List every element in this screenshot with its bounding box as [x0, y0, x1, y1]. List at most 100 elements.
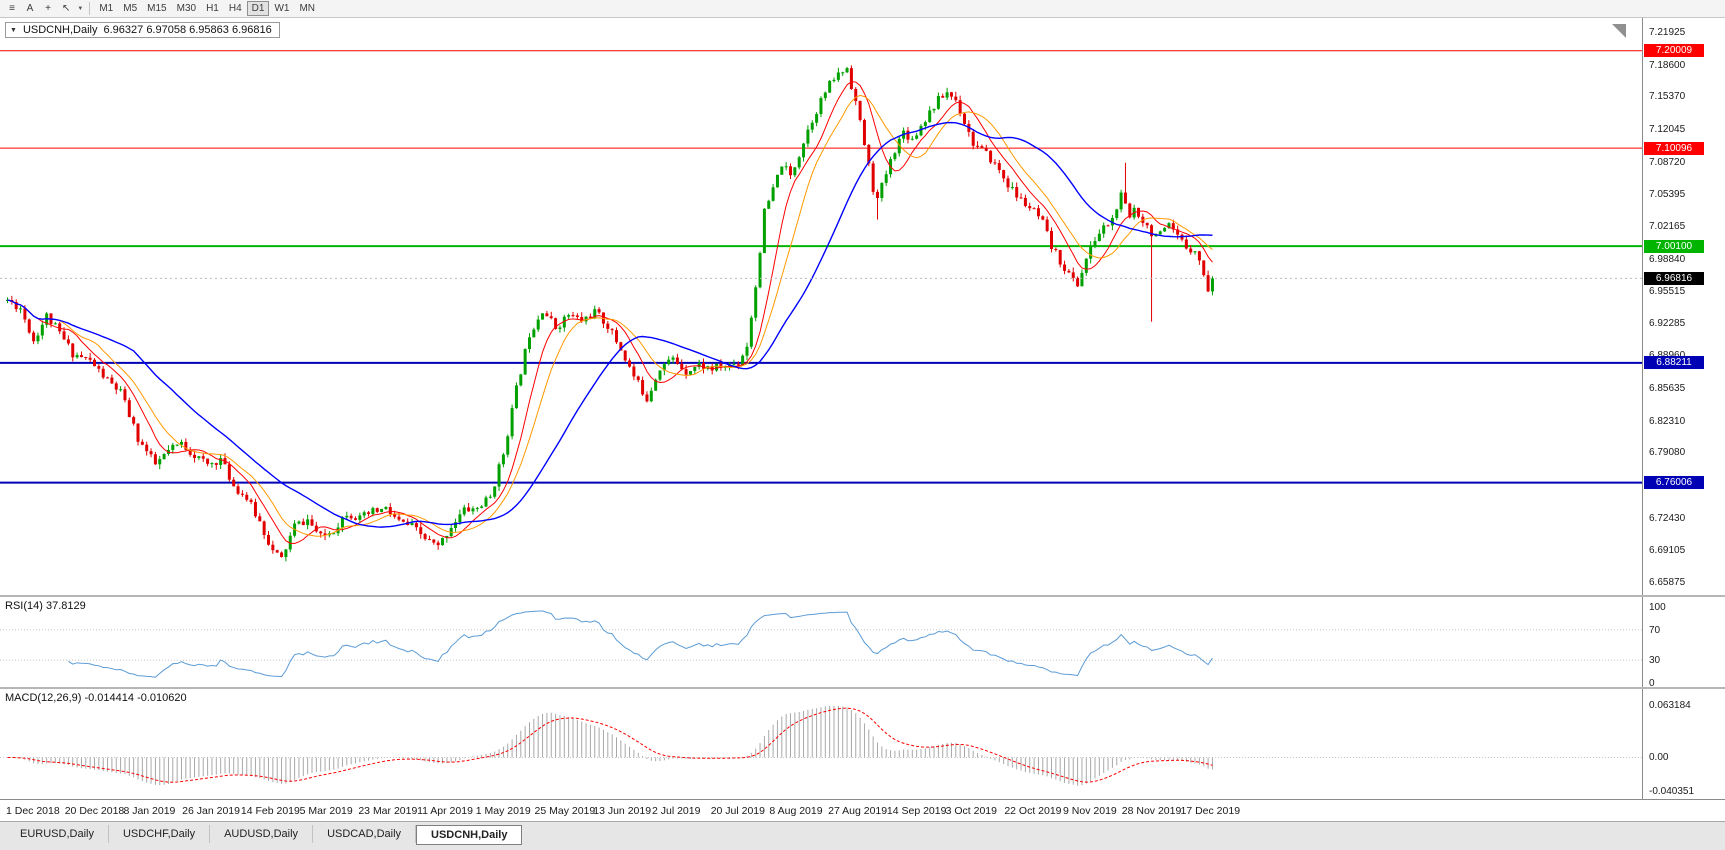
- rsi-panel: 100 70 30 0 RSI(14) 37.8129: [0, 597, 1725, 687]
- pointer-tool-icon[interactable]: ↖: [62, 3, 71, 14]
- timeframe-button-w1[interactable]: W1: [274, 3, 290, 14]
- axis-label: 7.12045: [1649, 123, 1686, 135]
- rsi-line: [68, 610, 1213, 678]
- timeframe-button-m15[interactable]: M15: [147, 3, 167, 14]
- ma-line-13: [7, 94, 1213, 537]
- macd-scale[interactable]: 0.063184 0.00 -0.040351: [1642, 689, 1725, 799]
- chart-tab-bar: EURUSD,Daily USDCHF,Daily AUDUSD,Daily USDC…: [0, 821, 1725, 850]
- date-axis-label: 8 Aug 2019: [769, 805, 823, 817]
- toolbar: ≡ A + ↖ ▼ M1 M5 M15 M30 H1 H4 D1 W1 MN: [0, 0, 1725, 18]
- timeframe-button-h1[interactable]: H1: [206, 3, 219, 14]
- price-line-label-7.00100: 7.00100: [1644, 239, 1704, 253]
- price-line-label-7.10096: 7.10096: [1644, 141, 1704, 155]
- axis-label: 6.88960: [1649, 350, 1685, 361]
- axis-label: -0.040351: [1649, 786, 1695, 797]
- price-line-label-6.76006: 6.76006: [1644, 476, 1704, 490]
- date-axis-label: 17 Dec 2019: [1180, 805, 1241, 817]
- date-axis-label: 20 Dec 2018: [64, 805, 125, 817]
- axis-label: 0.063184: [1649, 700, 1691, 711]
- main-chart-plot[interactable]: [0, 18, 1642, 595]
- date-axis-label: 26 Jan 2019: [182, 805, 240, 817]
- rsi-plot[interactable]: [0, 597, 1642, 687]
- timeframe-button-group: M1 M5 M15 M30 H1 H4 D1 W1 MN: [94, 1, 320, 16]
- axis-label: 7.05395: [1649, 189, 1686, 201]
- date-axis-label: 11 Apr 2019: [417, 805, 473, 817]
- date-axis-label: 1 Dec 2018: [6, 805, 60, 817]
- timeframe-button-m1[interactable]: M1: [99, 3, 114, 14]
- date-axis-label: 22 Oct 2019: [1004, 805, 1062, 817]
- scroll-to-end-marker[interactable]: [1612, 24, 1626, 38]
- timeframe-button-mn[interactable]: MN: [299, 3, 316, 14]
- ma-line-8: [7, 81, 1213, 545]
- date-axis[interactable]: 1 Dec 2018 20 Dec 2018 8 Jan 2019 26 Jan 20…: [0, 799, 1725, 821]
- axis-label: 7.08720: [1649, 156, 1686, 168]
- macd-signal-line: [7, 707, 1213, 783]
- date-axis-label: 14 Feb 2019: [240, 805, 300, 817]
- date-axis-label: 9 Nov 2019: [1063, 805, 1117, 817]
- axis-label: 6.92285: [1649, 317, 1686, 329]
- axis-label: 6.98840: [1649, 253, 1686, 265]
- main-chart-panel: 7.21925 7.18600 7.15370 7.12045 7.08720 7.053…: [0, 18, 1725, 595]
- current-price-label: 6.96816: [1644, 271, 1704, 285]
- rsi-label: RSI(14) 37.8129: [5, 600, 86, 612]
- ma-line-30: [7, 121, 1213, 528]
- chart-tab-eurusd[interactable]: EURUSD,Daily: [6, 825, 109, 843]
- chart-tab-audusd[interactable]: AUDUSD,Daily: [210, 825, 314, 843]
- date-axis-label: 3 Oct 2019: [945, 805, 997, 817]
- panel-divider-macd[interactable]: [0, 687, 1725, 689]
- chart-tab-usdcnh[interactable]: USDCNH,Daily: [416, 825, 523, 845]
- date-axis-label: 5 Mar 2019: [299, 805, 353, 817]
- date-axis-label: 2 Jul 2019: [651, 805, 701, 817]
- axis-label: 6.82310: [1649, 415, 1686, 427]
- ohlc-values: 6.96327 6.97058 6.95863 6.96816: [103, 24, 272, 36]
- timeframe-button-m30[interactable]: M30: [176, 3, 197, 14]
- price-line-label-6.88211: 6.88211: [1644, 356, 1704, 370]
- candles: [6, 65, 1214, 562]
- axis-label: 0.00: [1649, 752, 1669, 764]
- date-axis-label: 8 Jan 2019: [123, 805, 176, 817]
- chart-workspace: 7.21925 7.18600 7.15370 7.12045 7.08720 7.053…: [0, 18, 1725, 821]
- date-axis-label: 1 May 2019: [475, 805, 531, 817]
- axis-label: 7.18600: [1649, 59, 1686, 71]
- axis-label: 30: [1649, 655, 1661, 667]
- macd-label: MACD(12,26,9) -0.014414 -0.010620: [5, 692, 187, 704]
- timeframe-button-d1[interactable]: D1: [246, 1, 270, 16]
- text-annotation-icon[interactable]: A: [26, 3, 34, 14]
- timeframe-button-h4[interactable]: H4: [228, 3, 242, 14]
- axis-label: 7.15370: [1649, 91, 1686, 103]
- axis-label: 6.95515: [1649, 286, 1686, 298]
- rsi-scale[interactable]: 100 70 30 0: [1642, 597, 1725, 687]
- axis-label: 6.65875: [1649, 577, 1686, 588]
- toolbar-separator: [89, 2, 91, 15]
- date-axis-label: 25 May 2019: [534, 805, 596, 817]
- axis-label: 100: [1649, 602, 1666, 613]
- chart-symbol-period: USDCNH,Daily: [22, 24, 98, 36]
- chart-title-box: ▼ USDCNH,Daily 6.96327 6.97058 6.95863 6…: [5, 22, 280, 38]
- chart-tab-usdcad[interactable]: USDCAD,Daily: [313, 825, 417, 843]
- macd-plot[interactable]: [0, 689, 1642, 799]
- date-axis-label: 28 Nov 2019: [1121, 805, 1182, 817]
- axis-label: 6.72430: [1649, 512, 1686, 524]
- panel-divider-rsi[interactable]: [0, 595, 1725, 597]
- macd-histogram: [11, 705, 1213, 786]
- chart-collapse-arrow-icon[interactable]: ▼: [10, 26, 17, 34]
- price-scale[interactable]: 7.21925 7.18600 7.15370 7.12045 7.08720 7.053…: [1642, 18, 1725, 595]
- charts-menu-icon[interactable]: ≡: [9, 3, 15, 14]
- date-axis-label: 14 Sep 2019: [886, 805, 947, 817]
- timeframe-button-m5[interactable]: M5: [123, 3, 138, 14]
- toolbar-icon-group: ≡ A + ↖ ▼: [3, 1, 85, 16]
- pointer-dropdown-icon[interactable]: ▼: [77, 6, 84, 12]
- date-axis-label: 23 Mar 2019: [358, 805, 418, 817]
- axis-label: 6.85635: [1649, 383, 1686, 395]
- macd-panel: 0.063184 0.00 -0.040351 MACD(12,26,9) -0.0…: [0, 689, 1725, 799]
- axis-label: 7.02165: [1649, 220, 1686, 232]
- axis-label: 6.69105: [1649, 545, 1686, 557]
- axis-label: 6.79080: [1649, 447, 1686, 459]
- chart-tab-usdchf[interactable]: USDCHF,Daily: [108, 825, 211, 843]
- date-axis-label: 13 Jun 2019: [593, 805, 652, 817]
- date-axis-label: 20 Jul 2019: [710, 805, 765, 817]
- axis-label: 0: [1649, 678, 1655, 687]
- date-axis-label: 27 Aug 2019: [828, 805, 888, 817]
- crosshair-icon[interactable]: +: [45, 3, 51, 14]
- price-line-label-7.20009: 7.20009: [1644, 44, 1704, 58]
